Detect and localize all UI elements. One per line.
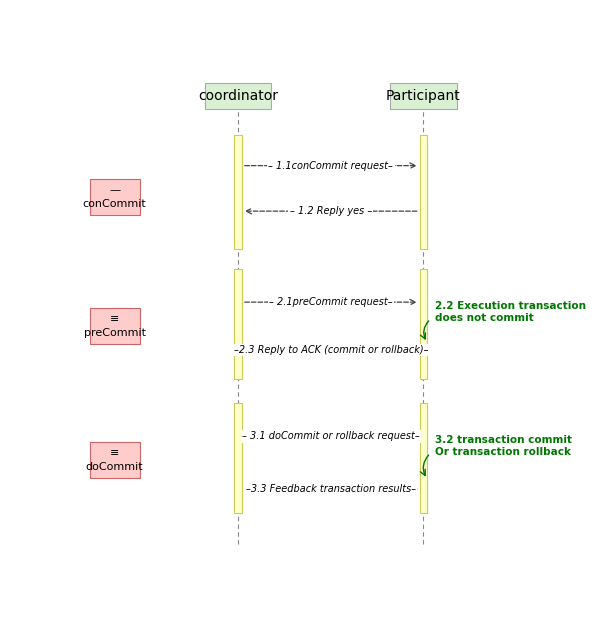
Text: —
conCommit: — conCommit — [83, 185, 147, 209]
Text: – 1.2 Reply yes –: – 1.2 Reply yes – — [290, 206, 372, 216]
Text: – 1.1conCommit request–: – 1.1conCommit request– — [268, 160, 393, 170]
Text: 2.2 Execution transaction
does not commit: 2.2 Execution transaction does not commi… — [435, 301, 586, 323]
Text: –3.3 Feedback transaction results–: –3.3 Feedback transaction results– — [246, 484, 416, 494]
FancyBboxPatch shape — [89, 179, 140, 215]
FancyBboxPatch shape — [89, 442, 140, 478]
FancyBboxPatch shape — [420, 402, 427, 513]
Text: ≡
doCommit: ≡ doCommit — [86, 448, 143, 472]
FancyBboxPatch shape — [234, 134, 242, 249]
FancyBboxPatch shape — [234, 269, 242, 379]
Text: Participant: Participant — [386, 89, 461, 103]
Text: coordinator: coordinator — [198, 89, 278, 103]
Text: 3.2 transaction commit
Or transaction rollback: 3.2 transaction commit Or transaction ro… — [435, 435, 573, 457]
Text: –2.3 Reply to ACK (commit or rollback)–: –2.3 Reply to ACK (commit or rollback)– — [234, 345, 428, 355]
Text: ≡
preCommit: ≡ preCommit — [83, 314, 146, 338]
FancyBboxPatch shape — [420, 269, 427, 379]
FancyBboxPatch shape — [234, 402, 242, 513]
FancyBboxPatch shape — [390, 83, 457, 109]
FancyBboxPatch shape — [420, 134, 427, 249]
Text: – 2.1preCommit request–: – 2.1preCommit request– — [269, 297, 392, 307]
FancyBboxPatch shape — [89, 308, 140, 344]
Text: – 3.1 doCommit or rollback request–: – 3.1 doCommit or rollback request– — [242, 431, 420, 441]
FancyBboxPatch shape — [205, 83, 272, 109]
